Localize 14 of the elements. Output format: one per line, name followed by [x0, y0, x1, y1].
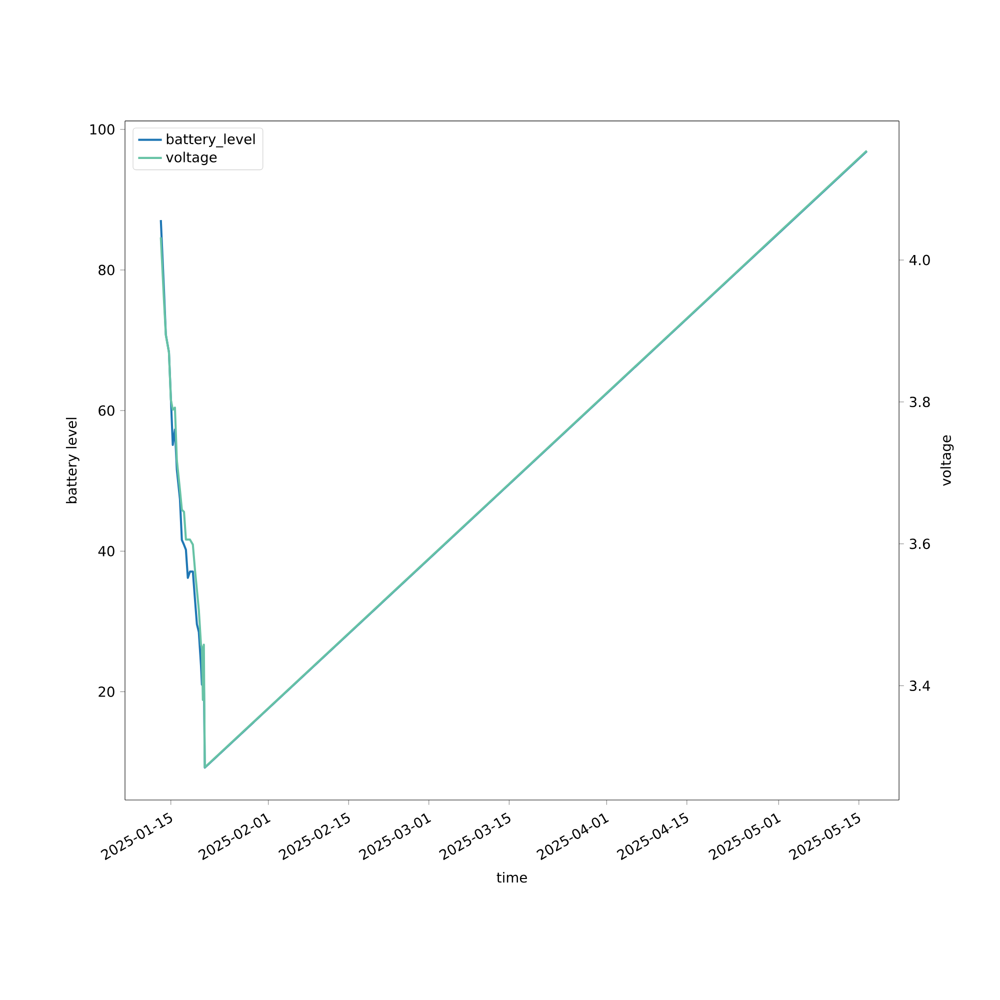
legend-label: battery_level [166, 134, 255, 148]
y2-tick-label: 3.8 [910, 396, 930, 408]
y2-tick-label: 4.0 [909, 254, 930, 266]
y2-tick-label: 3.6 [910, 538, 930, 550]
y-axis-title: battery level [66, 418, 80, 504]
y2-tick-label: 3.4 [910, 680, 930, 691]
x-axis-title: time [496, 872, 527, 883]
y-tick-label: 40 [98, 546, 114, 556]
y2-axis-title: voltage [940, 435, 954, 486]
y-tick-label: 60 [98, 405, 114, 416]
legend-label: voltage [166, 152, 217, 166]
y-tick-label: 100 [90, 124, 114, 135]
y-tick-label: 20 [98, 686, 114, 697]
y-tick-label: 80 [98, 264, 114, 276]
